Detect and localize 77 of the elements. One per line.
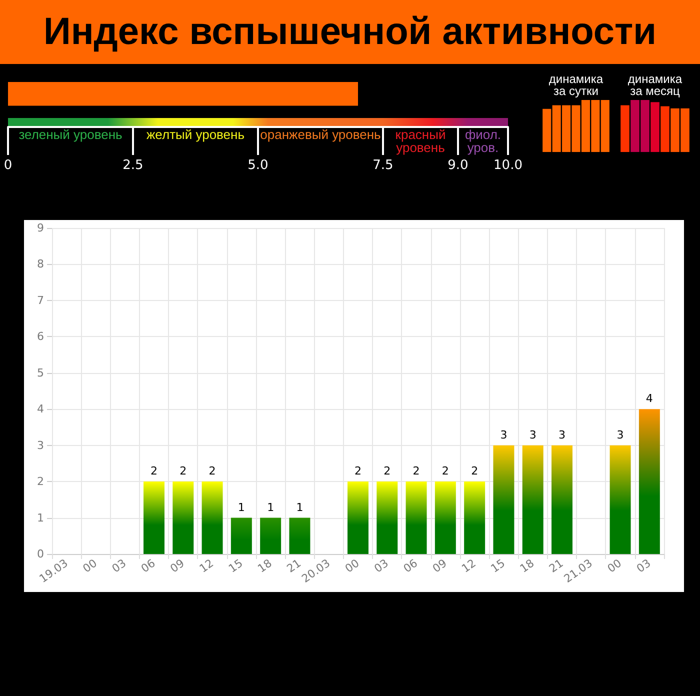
y-tick-label: 3 bbox=[37, 438, 44, 452]
text: фиол. уров. bbox=[464, 127, 502, 155]
x-tick-label: 0 bbox=[4, 158, 12, 173]
x-tick-label: 7.5 bbox=[372, 158, 394, 173]
data-label: 2 bbox=[471, 464, 478, 478]
data-label: 4 bbox=[646, 392, 653, 406]
y-tick-label: 2 bbox=[37, 475, 44, 488]
x-tick-label: 00 bbox=[342, 556, 362, 576]
data-label: 2 bbox=[208, 464, 216, 478]
bar bbox=[260, 518, 282, 554]
chart-title: динамика за месяц bbox=[628, 72, 682, 98]
bar bbox=[406, 482, 427, 554]
x-tick-label: 09 bbox=[168, 556, 187, 576]
x-tick-label: 18 bbox=[518, 556, 537, 576]
bar bbox=[434, 482, 456, 554]
x-tick-label: 00 bbox=[605, 556, 624, 576]
text: зеленый уровень bbox=[18, 127, 124, 142]
x-tick-label: 03 bbox=[110, 556, 129, 576]
bar bbox=[522, 445, 544, 554]
bar bbox=[289, 518, 310, 554]
chart-title: динамика за сутки bbox=[548, 72, 604, 98]
x-tick-label: 15 bbox=[488, 556, 508, 576]
bar bbox=[638, 409, 660, 554]
y-tick-label: 5 bbox=[37, 366, 44, 380]
data-label: 2 bbox=[180, 464, 187, 478]
data-label: 2 bbox=[442, 464, 449, 478]
y-tick-label: 7 bbox=[37, 294, 44, 307]
data-label: 3 bbox=[558, 428, 566, 442]
data-label: 3 bbox=[616, 428, 624, 442]
bar bbox=[202, 482, 223, 554]
y-tick-label: 6 bbox=[37, 330, 44, 344]
text: желтый уровень bbox=[145, 127, 246, 142]
bar bbox=[493, 445, 514, 554]
y-tick-label: 0 bbox=[37, 548, 44, 560]
bar bbox=[464, 482, 486, 554]
data-label: 2 bbox=[384, 464, 391, 478]
x-tick-label: 06 bbox=[401, 556, 420, 576]
data-label: 1 bbox=[296, 500, 304, 514]
bar bbox=[348, 482, 368, 554]
x-tick-label: 15 bbox=[226, 556, 246, 576]
chart-title: Индекс вспышечной активности bbox=[0, 0, 700, 64]
x-tick-label: 03 bbox=[634, 556, 654, 576]
x-tick-label: 03 bbox=[372, 556, 391, 576]
y-tick-label: 8 bbox=[37, 258, 44, 271]
text: оранжевый уровень bbox=[259, 127, 382, 142]
bar bbox=[552, 445, 572, 554]
y-tick-label: 9 bbox=[37, 222, 44, 234]
x-tick-label: 5.0 bbox=[248, 158, 268, 173]
data-label: 1 bbox=[238, 500, 245, 514]
x-tick-label: 21 bbox=[546, 556, 566, 576]
y-tick-label: 1 bbox=[37, 511, 44, 524]
data-label: 2 bbox=[412, 464, 420, 478]
x-tick-label: 00 bbox=[80, 556, 100, 576]
bar bbox=[144, 482, 164, 554]
bar bbox=[376, 482, 398, 554]
x-tick-label: 2.5 bbox=[122, 158, 144, 173]
text: красный уровень bbox=[394, 127, 447, 155]
bar bbox=[172, 482, 194, 554]
x-tick-label: 21 bbox=[284, 556, 304, 576]
bar bbox=[620, 105, 630, 152]
x-tick-label: 09 bbox=[430, 556, 450, 576]
bar bbox=[230, 518, 252, 554]
data-label: 2 bbox=[354, 464, 362, 478]
data-label: 3 bbox=[500, 428, 508, 442]
x-tick-label: 18 bbox=[255, 556, 274, 576]
x-tick-label: 12 bbox=[459, 556, 478, 576]
x-tick-label: 06 bbox=[138, 556, 158, 576]
data-label: 1 bbox=[267, 500, 274, 514]
data-label: 2 bbox=[150, 464, 158, 478]
bar bbox=[610, 445, 631, 554]
x-tick-label: 9.0 bbox=[448, 158, 468, 173]
data-label: 3 bbox=[529, 428, 536, 442]
bar bbox=[660, 106, 670, 152]
bar bbox=[650, 102, 660, 152]
x-tick-label: 12 bbox=[197, 556, 216, 576]
y-tick-label: 4 bbox=[37, 402, 44, 416]
x-tick-label: 10.0 bbox=[494, 158, 522, 173]
